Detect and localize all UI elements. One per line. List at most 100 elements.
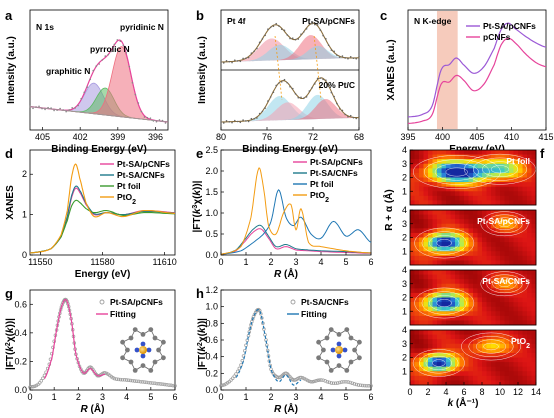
panel-f-cell	[522, 292, 528, 298]
panel-f-cell	[531, 255, 537, 261]
panel-h-scatter-point	[356, 383, 361, 387]
panel-f-contour	[483, 342, 499, 351]
panel-f-cell	[509, 237, 514, 243]
panel-f-cell	[518, 366, 523, 372]
panel-f-cell	[455, 320, 460, 326]
panel-f-cell	[495, 320, 501, 326]
panel-f-cell	[527, 371, 532, 377]
panel-a-raw-point	[59, 107, 61, 110]
panel-f-cell	[410, 260, 415, 266]
panel-f-contour	[473, 157, 527, 181]
panel-b-sub1-raw-point	[305, 96, 308, 98]
panel-f-cell	[428, 320, 433, 326]
panel-f-cell	[486, 163, 492, 169]
panel-e-line-1	[220, 224, 372, 255]
panel-f-cell	[410, 371, 415, 377]
panel-f-cell	[486, 297, 492, 303]
panel-f-cell	[432, 375, 438, 381]
panel-f-cell	[518, 283, 523, 289]
panel-f-sub-2	[410, 270, 537, 326]
panel-f-cell	[491, 237, 496, 243]
panel-f-cell	[491, 315, 496, 321]
panel-h-scatter-point	[222, 382, 227, 387]
panel-f-contour	[486, 274, 523, 294]
panel-g-carbon-atom	[152, 359, 158, 365]
panel-f-xlabel-italic: k	[448, 398, 454, 409]
panel-f-cell	[419, 163, 424, 169]
panel-b-sub1-raw-point	[341, 109, 344, 112]
panel-a-raw-point	[65, 110, 67, 113]
panel-f-cell	[423, 297, 429, 303]
panel-f-cell	[441, 186, 447, 192]
panel-f-cell	[410, 297, 415, 303]
panel-b-sub1-raw-point	[258, 112, 261, 115]
panel-f-cell	[446, 357, 451, 363]
panel-f-cell	[509, 186, 514, 192]
panel-f-cell	[527, 154, 532, 160]
panel-f-cell	[509, 219, 514, 225]
panel-b-sub0-raw-point	[352, 57, 355, 60]
panel-f-cell	[486, 292, 492, 298]
panel-f-cell	[491, 330, 496, 335]
panel-g-scatter-point	[139, 379, 143, 384]
panel-f-cell	[527, 288, 532, 294]
panel-f-cell	[522, 279, 528, 285]
panel-h-scatter-point	[325, 379, 330, 384]
panel-f-cell	[437, 242, 442, 248]
panel-f-cell	[446, 251, 451, 257]
panel-b-sub1-raw-point	[289, 85, 291, 88]
panel-f-cell	[531, 362, 537, 368]
panel-f-cell	[531, 283, 537, 289]
panel-f-cell	[495, 219, 501, 225]
panel-h-scatter-point	[310, 379, 315, 384]
panel-f-cell	[522, 255, 528, 261]
panel-f-cell	[500, 330, 505, 335]
panel-f-cell	[531, 302, 537, 308]
panel-f-cell	[410, 343, 415, 349]
panel-a-raw-point	[77, 104, 79, 107]
panel-f-cell	[464, 297, 469, 303]
panel-f-cell	[410, 159, 415, 165]
panel-f-cell	[446, 186, 451, 192]
panel-h-carbon-atom	[344, 327, 350, 332]
panel-f-cell	[518, 255, 523, 261]
panel-f-cell	[495, 315, 501, 321]
panel-f-cell	[441, 172, 447, 178]
panel-f-cell	[482, 380, 487, 386]
panel-b-sub0-raw-point	[234, 59, 236, 61]
panel-f-cell	[410, 195, 415, 201]
panel-f-cell	[437, 210, 442, 215]
panel-f-cell	[437, 270, 442, 275]
panel-f-cell	[419, 366, 424, 372]
panel-f-cell	[423, 334, 429, 340]
panel-f-cell	[455, 380, 460, 386]
panel-h-scatter-point	[367, 384, 371, 388]
panel-h-scatter-point	[363, 383, 367, 388]
panel-f-cell	[423, 159, 429, 165]
panel-f-cell	[518, 228, 523, 234]
panel-e-ylabel-part: χ(	[192, 195, 203, 205]
panel-f-cell	[473, 288, 478, 294]
panel-f-cell	[419, 172, 424, 178]
panel-f-cell	[500, 242, 505, 248]
panel-f-cell	[419, 270, 424, 275]
panel-b-sub0-raw-point	[308, 22, 311, 25]
panel-f-cell	[491, 191, 496, 197]
panel-f-cell	[486, 200, 492, 206]
panel-a-raw-point	[158, 119, 161, 121]
panel-f-cell	[513, 251, 519, 257]
panel-f-cell	[410, 380, 415, 386]
panel-f-cell	[513, 380, 519, 386]
panel-f-cell	[482, 302, 487, 308]
panel-b-sub0-raw-point	[349, 55, 352, 58]
panel-h-ylabel-part: |FT(	[197, 351, 208, 370]
panel-f-cell	[495, 246, 501, 252]
panel-f-cell	[531, 357, 537, 363]
panel-f-cell	[495, 334, 501, 340]
panel-f-cell	[464, 191, 469, 197]
panel-f-cell	[527, 348, 532, 354]
panel-f-cell	[428, 270, 433, 275]
panel-f-cell	[513, 283, 519, 289]
panel-f-cell	[531, 311, 537, 317]
panel-h-ytick-label: 0.2	[205, 368, 218, 378]
